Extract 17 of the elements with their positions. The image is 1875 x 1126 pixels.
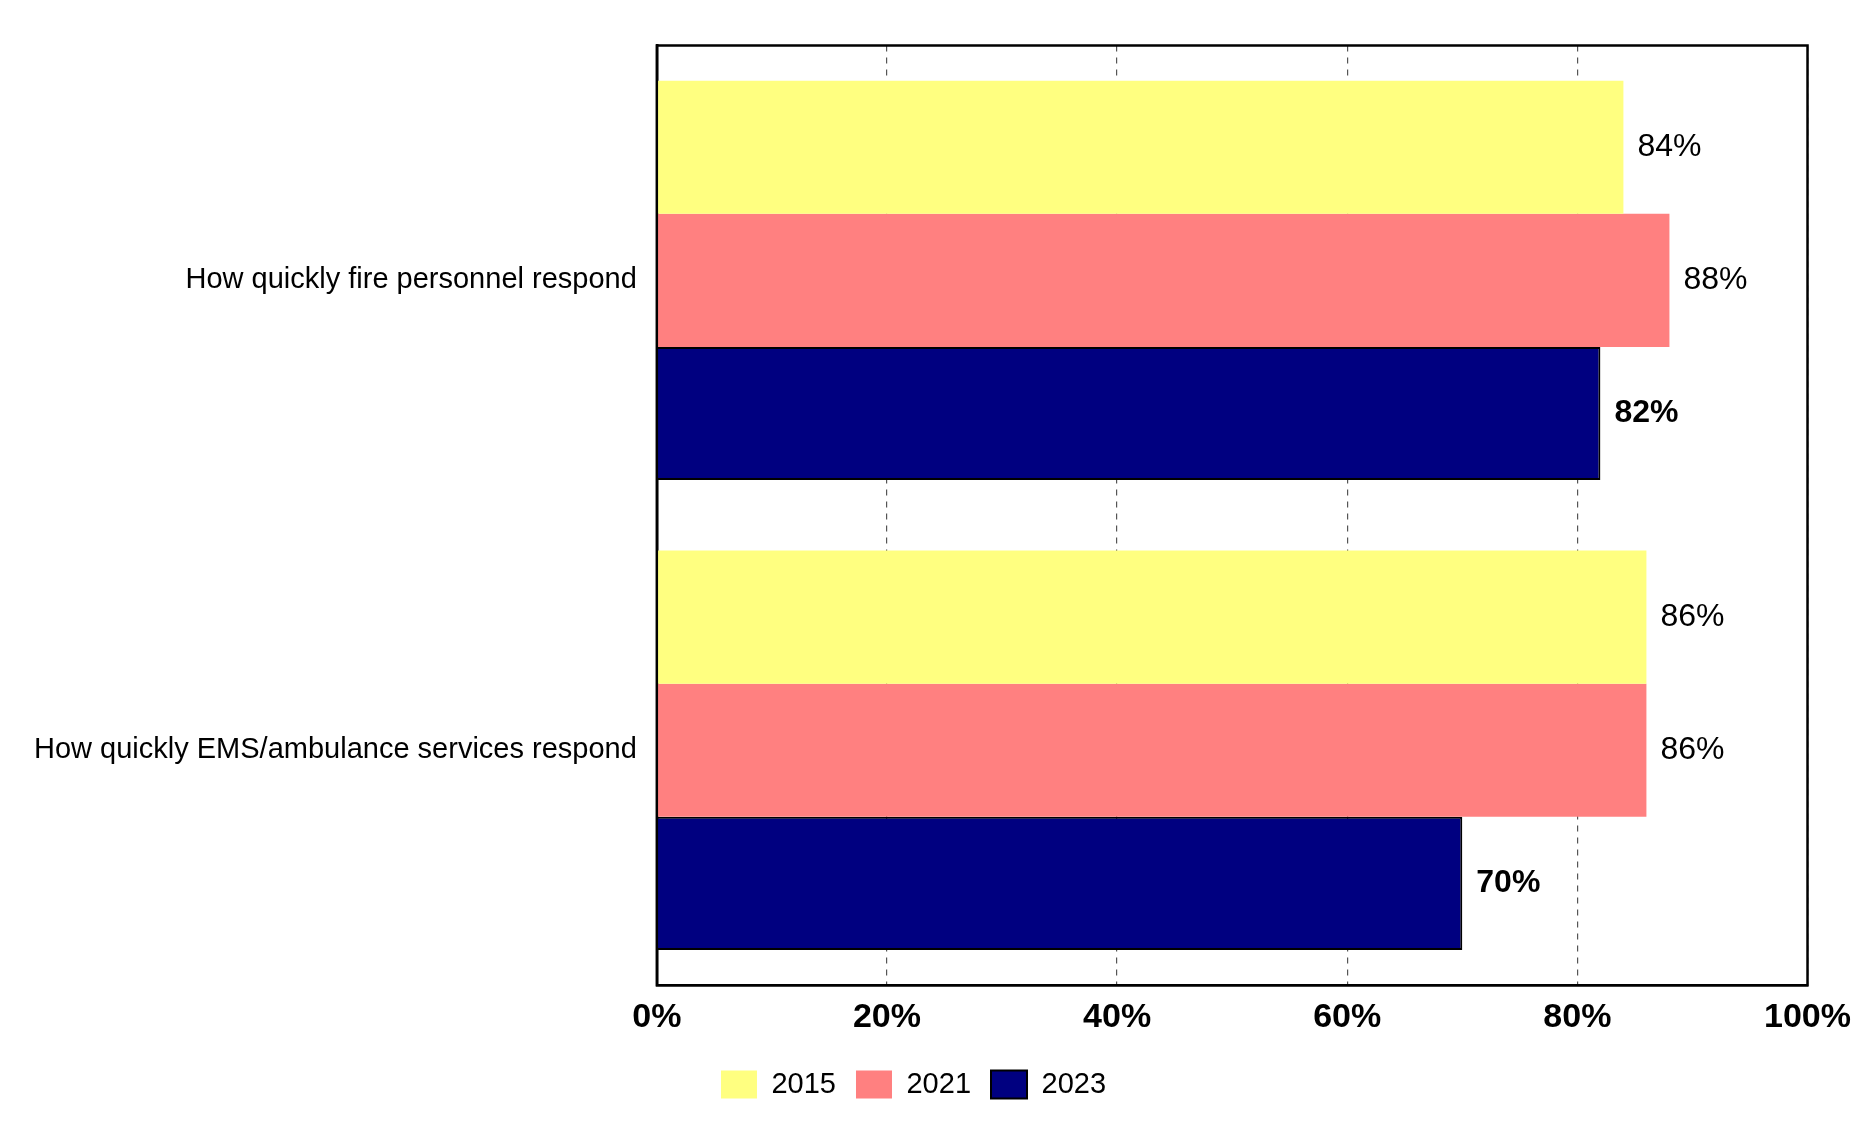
x-tick-label: 0% <box>632 995 682 1034</box>
x-tick-label: 20% <box>852 995 921 1034</box>
y-tick-label: How quickly fire personnel respond <box>185 262 637 295</box>
legend-label: 2021 <box>906 1066 972 1099</box>
data-label: 70% <box>1476 863 1541 900</box>
data-label: 84% <box>1637 127 1702 164</box>
data-label: 82% <box>1614 393 1679 430</box>
legend-label: 2015 <box>771 1066 836 1099</box>
data-label: 86% <box>1660 730 1725 767</box>
x-tick-label: 80% <box>1543 995 1612 1034</box>
x-tick-label: 100% <box>1764 995 1851 1034</box>
legend-label: 2023 <box>1041 1066 1107 1099</box>
data-label: 86% <box>1660 596 1725 633</box>
x-tick-label: 60% <box>1313 995 1382 1034</box>
x-tick-label: 40% <box>1083 995 1152 1034</box>
y-tick-label: How quickly EMS/ambulance services respond <box>34 732 637 765</box>
data-label: 88% <box>1683 260 1748 297</box>
